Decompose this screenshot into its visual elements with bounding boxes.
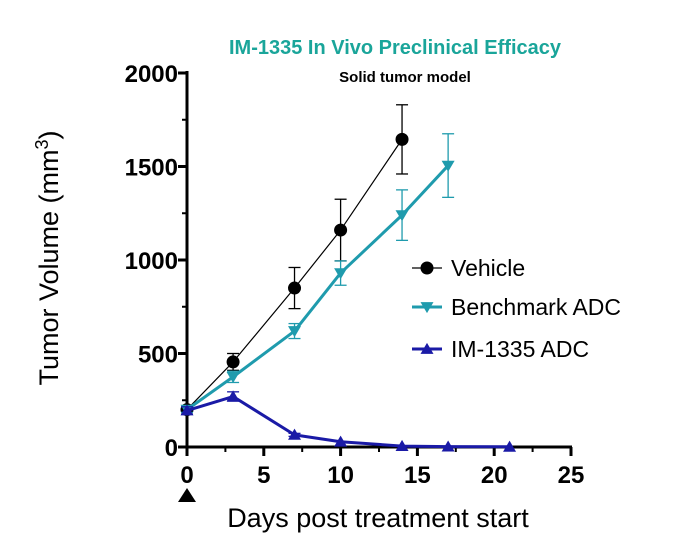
legend-marker	[420, 302, 434, 314]
y-tick-label: 0	[165, 435, 178, 462]
x-tick-label: 20	[481, 462, 508, 489]
data-point	[395, 210, 409, 222]
legend-marker	[420, 342, 434, 354]
data-point	[226, 390, 240, 402]
y-axis-label-main: Tumor Volume (mm	[34, 149, 64, 385]
series-line	[186, 395, 510, 449]
legend-label: Vehicle	[451, 255, 525, 281]
legend-item: IM-1335 ADC	[412, 336, 589, 362]
plot-area	[180, 104, 517, 452]
y-axis-label: Tumor Volume (mm3)	[32, 130, 64, 385]
series-vehicle	[180, 104, 409, 417]
x-tick-label: 15	[404, 462, 431, 489]
series-benchmark-adc	[180, 133, 455, 416]
y-axis-label-superscript: 3	[32, 139, 52, 149]
legend: Vehicle Benchmark ADC IM-1335 ADC	[412, 255, 621, 362]
y-tick-label: 500	[138, 342, 178, 369]
y-tick-label: 2000	[125, 61, 178, 88]
data-point	[226, 372, 240, 384]
data-point	[226, 355, 240, 369]
data-point	[334, 223, 348, 237]
legend-marker	[420, 261, 434, 275]
legend-item: Benchmark ADC	[412, 294, 621, 320]
legend-label: Benchmark ADC	[451, 294, 621, 320]
x-axis-label: Days post treatment start	[227, 503, 529, 533]
data-point	[395, 132, 409, 146]
x-tick-label: 25	[558, 462, 585, 489]
data-point	[288, 428, 302, 440]
chart-subtitle: Solid tumor model	[339, 69, 471, 86]
data-point	[441, 440, 455, 452]
data-point	[180, 404, 194, 416]
ticks: 0 5 10 15 20 25 0 500 1000 1500 2000	[125, 61, 585, 502]
legend-label: IM-1335 ADC	[451, 336, 589, 362]
data-point	[334, 268, 348, 280]
data-point	[503, 440, 517, 452]
chart-title: IM-1335 In Vivo Preclinical Efficacy	[229, 37, 562, 59]
data-point	[288, 281, 302, 295]
y-axis-label-close: )	[34, 130, 64, 139]
data-point	[334, 435, 348, 447]
data-point	[395, 439, 409, 451]
y-tick-label: 1000	[125, 248, 178, 275]
dosing-marker-icon	[178, 488, 196, 502]
data-point	[441, 160, 455, 172]
legend-item: Vehicle	[412, 255, 525, 281]
series-line	[186, 164, 450, 411]
x-tick-label: 0	[180, 462, 193, 489]
x-tick-label: 10	[327, 462, 354, 489]
y-tick-label: 1500	[125, 155, 178, 182]
series-im-1335-adc	[180, 390, 517, 452]
data-point	[288, 326, 302, 338]
x-tick-label: 5	[257, 462, 270, 489]
